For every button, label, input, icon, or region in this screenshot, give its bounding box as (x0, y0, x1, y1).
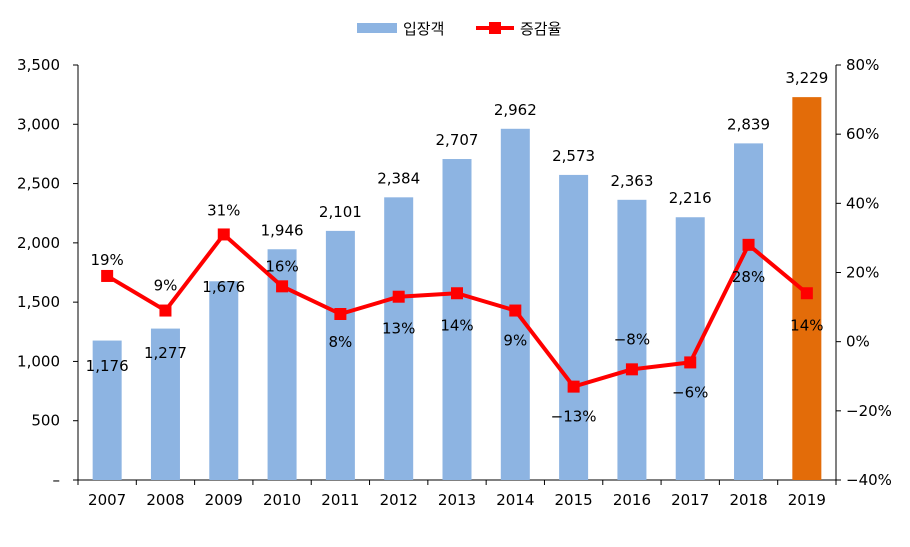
line-data-label: 14% (440, 316, 473, 334)
x-tick-label: 2019 (788, 491, 826, 509)
x-tick-label: 2018 (729, 491, 767, 509)
right-tick-label: 80% (846, 56, 879, 74)
bar-data-label: 1,277 (144, 344, 187, 362)
bar (617, 199, 647, 480)
line-marker (451, 287, 463, 300)
line-marker (509, 304, 522, 317)
line-marker (334, 308, 347, 320)
left-tick-label: 2,000 (17, 234, 60, 252)
left-tick-label: 1,000 (17, 352, 60, 370)
bar-data-label: 2,216 (669, 189, 712, 207)
bar (442, 159, 472, 480)
x-tick-label: 2009 (205, 491, 243, 509)
bar-data-label: 2,839 (727, 115, 770, 133)
line-data-label: 28% (732, 268, 765, 286)
line-data-label: 9% (154, 277, 178, 295)
x-tick-label: 2013 (438, 491, 476, 509)
right-tick-label: 60% (846, 125, 879, 143)
bar (734, 143, 764, 480)
line-data-label: −6% (672, 383, 708, 401)
bar-data-label: 1,676 (202, 278, 245, 296)
bar-data-label: 2,707 (436, 131, 479, 149)
right-tick-label: −40% (846, 471, 892, 489)
right-tick-label: 40% (846, 194, 879, 212)
line-data-label: 31% (207, 201, 240, 219)
x-tick-label: 2008 (146, 491, 184, 509)
line-marker (276, 280, 289, 293)
legend-swatch-marker (489, 22, 501, 34)
line-data-label: −13% (551, 408, 597, 426)
bar (384, 197, 414, 480)
bar (325, 230, 355, 480)
legend-swatch-bar (357, 23, 397, 33)
line-marker (567, 380, 580, 393)
x-tick-label: 2017 (671, 491, 709, 509)
x-tick-label: 2012 (380, 491, 418, 509)
left-tick-label: 500 (31, 412, 60, 430)
right-tick-label: 0% (846, 333, 870, 351)
bar (92, 340, 122, 480)
bar-data-label: 2,101 (319, 203, 362, 221)
bar (209, 281, 239, 480)
bar (675, 217, 705, 480)
left-tick-label: – (53, 471, 61, 489)
bar-data-label: 2,573 (552, 147, 595, 165)
bar-data-label: 2,384 (377, 169, 420, 187)
bar (150, 328, 180, 480)
line-marker (742, 238, 755, 251)
line-marker (625, 363, 638, 376)
legend-label-bar: 입장객 (403, 20, 444, 38)
legend-label-line: 증감율 (520, 20, 561, 38)
right-tick-label: −20% (846, 402, 892, 420)
line-marker (101, 269, 114, 282)
line-data-label: 16% (265, 257, 298, 275)
x-tick-label: 2007 (88, 491, 126, 509)
bar (559, 174, 589, 480)
bar-data-label: 3,229 (785, 69, 828, 87)
line-data-label: −8% (614, 330, 650, 348)
left-tick-label: 3,500 (17, 56, 60, 74)
line-data-label: 13% (382, 320, 415, 338)
bar-data-label: 1,946 (261, 221, 304, 239)
line-marker (392, 290, 405, 303)
line-data-label: 8% (328, 333, 352, 351)
bar (500, 128, 530, 480)
left-tick-label: 2,500 (17, 175, 60, 193)
line-marker (159, 304, 172, 317)
bar-data-label: 1,176 (86, 357, 129, 375)
line-data-label: 19% (90, 251, 123, 269)
line-data-label: 9% (503, 332, 527, 350)
left-tick-label: 3,000 (17, 115, 60, 133)
x-tick-label: 2011 (321, 491, 359, 509)
bar-data-label: 2,363 (610, 172, 653, 190)
line-data-label: 14% (790, 316, 823, 334)
right-tick-label: 20% (846, 264, 879, 282)
line-marker (217, 228, 230, 241)
left-tick-label: 1,500 (17, 293, 60, 311)
x-tick-label: 2016 (613, 491, 651, 509)
bar-data-label: 2,962 (494, 101, 537, 119)
line-marker (684, 356, 697, 369)
x-tick-label: 2014 (496, 491, 534, 509)
line-marker (800, 287, 813, 300)
x-tick-label: 2015 (555, 491, 593, 509)
x-tick-label: 2010 (263, 491, 301, 509)
